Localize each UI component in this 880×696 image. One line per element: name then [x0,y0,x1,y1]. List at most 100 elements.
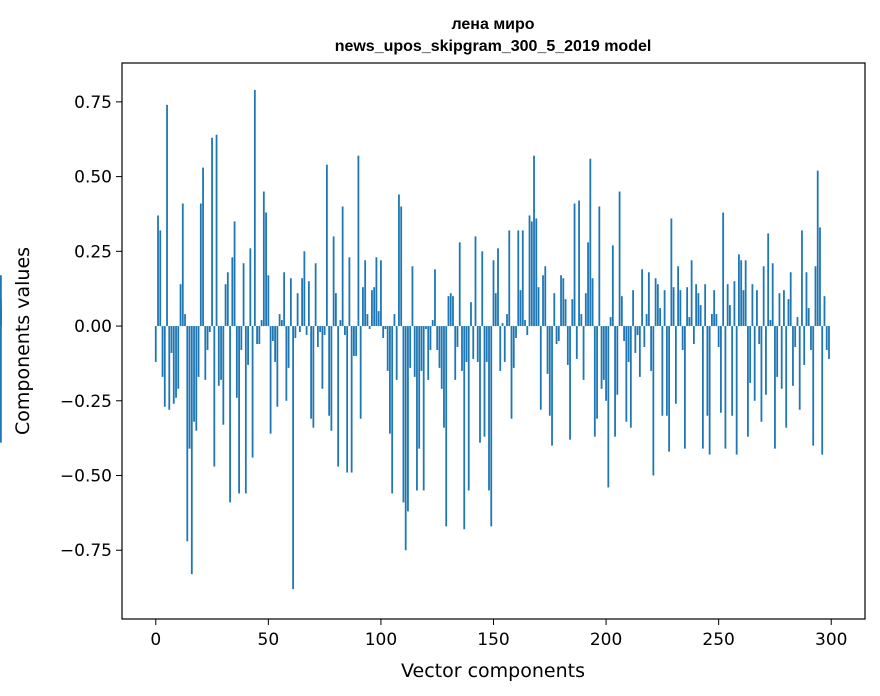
bar [614,326,616,437]
bar [208,326,211,333]
bar [742,290,745,327]
bar [573,203,576,327]
bar [303,251,306,327]
bar [452,296,454,327]
bar [796,317,799,327]
bar [195,326,198,431]
bar [715,314,718,327]
bar [580,314,583,327]
bar [382,326,385,339]
bar [271,326,274,341]
bar [629,326,632,428]
bar [738,254,740,327]
bar [168,326,171,410]
bar [348,257,351,327]
bar [330,326,333,431]
bar [319,326,322,333]
bar [411,266,414,327]
bar [346,326,349,473]
bar [220,326,222,380]
y-axis-label: Components values [12,247,34,435]
y-tick-label: 0.50 [74,168,112,188]
bar [598,206,601,327]
bar [503,326,506,362]
bar [483,326,486,437]
bar [258,326,261,344]
bar [247,326,249,365]
bar [226,272,229,327]
bar [240,326,243,350]
bar [605,326,607,401]
bar [697,293,700,327]
bar [398,194,400,327]
bar [260,320,263,327]
bar [161,326,164,377]
bar [787,299,790,327]
bar [368,326,371,330]
bar [316,326,319,347]
bar [434,269,436,327]
bar [665,326,668,416]
bar [364,260,367,327]
bar [443,326,445,428]
bar [557,326,560,341]
bar [647,272,650,327]
bar [634,326,637,353]
bar [816,170,819,327]
bar [425,326,427,330]
bar [774,326,776,449]
bar [805,272,808,327]
bar [729,305,731,327]
bar [235,326,238,398]
bar [262,191,265,327]
bar [289,278,292,327]
bar [233,221,236,327]
bar [328,326,331,416]
bar [470,302,472,327]
bar [190,326,193,575]
bar [756,290,758,327]
bar [686,287,689,327]
y-tick-label: 0.00 [74,317,112,337]
bar [812,326,815,446]
bar [555,326,558,344]
bar [751,284,754,327]
bar [321,326,324,389]
bar [778,293,781,327]
bar [510,326,513,419]
bar [688,317,691,327]
bar [456,326,459,347]
bar [593,326,596,437]
bar [636,326,639,336]
bar [548,326,551,416]
bar [154,326,157,362]
bar [249,248,252,327]
bar [537,287,540,327]
bar [310,326,313,419]
bar [461,326,463,371]
bar [740,260,743,327]
bar [179,284,182,327]
bar [488,326,490,491]
bar [506,314,508,327]
x-tick-label: 300 [815,630,847,650]
bar [508,230,511,327]
bar [238,326,240,494]
bar [402,326,405,503]
bar [391,326,394,494]
bar [371,290,373,327]
bar [726,284,729,327]
bar [620,296,623,327]
bar [674,326,677,404]
bar [490,326,493,527]
bar [497,248,499,327]
bar [668,326,671,452]
bar [206,326,209,350]
bar [546,326,549,374]
bar [542,275,544,327]
bar [656,284,659,327]
bar [481,251,484,327]
bar [458,242,461,327]
bar [494,293,497,327]
